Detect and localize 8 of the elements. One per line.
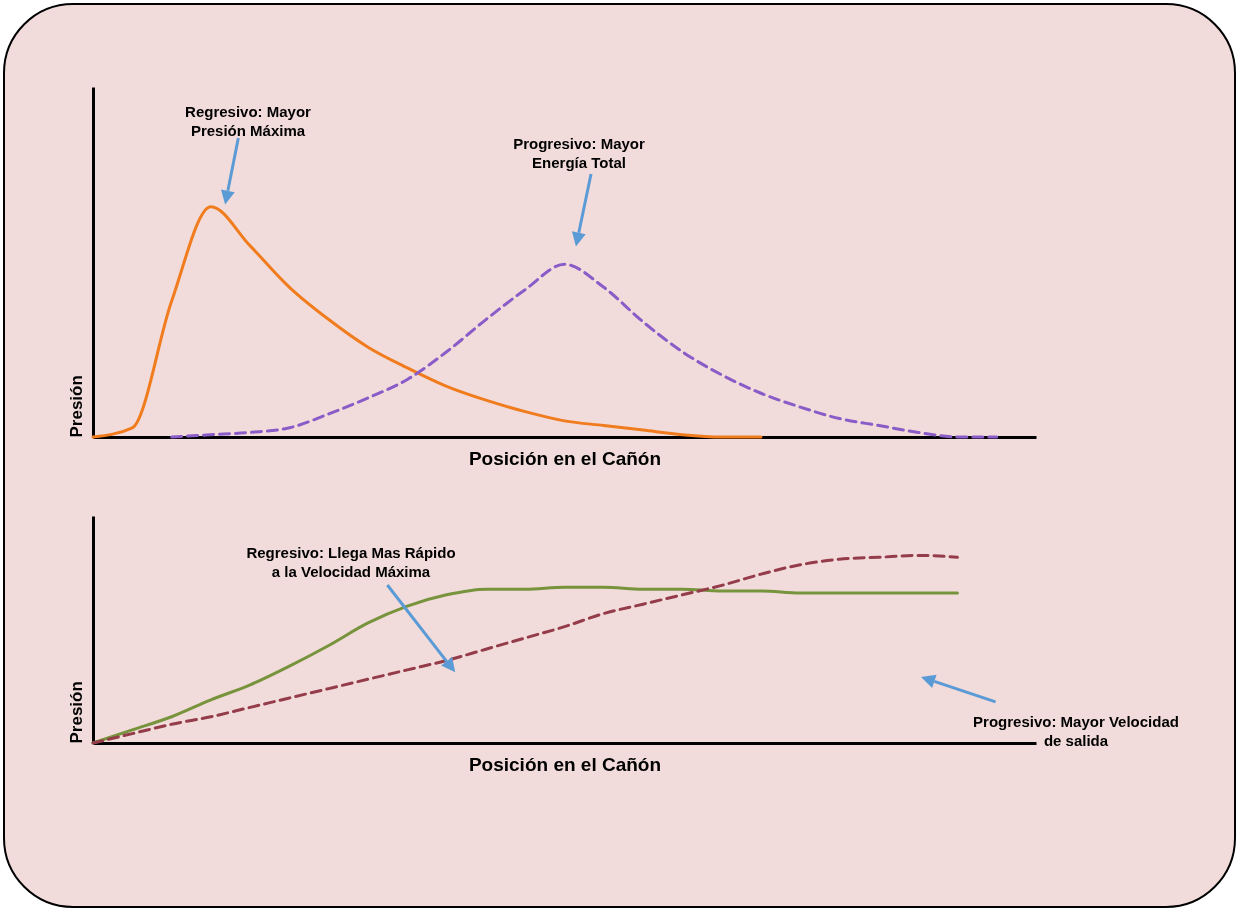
- text: Progresivo: Mayor Energía Total: [513, 135, 646, 171]
- x-axis-title: Posición en el Cañón: [468, 753, 662, 775]
- text: Regresivo: Mayor Presión Máxima: [185, 103, 312, 139]
- y-axis-title: Presión: [66, 681, 86, 744]
- annotation: Regresivo: Llega Mas Rápido a la Velocidad Máxima: [246, 544, 456, 580]
- annotation: Progresivo: Mayor Velocidad de salida: [973, 713, 1179, 749]
- y-axis-title: Presión: [66, 375, 86, 438]
- x-axis-title: Posición en el Cañón: [468, 447, 662, 469]
